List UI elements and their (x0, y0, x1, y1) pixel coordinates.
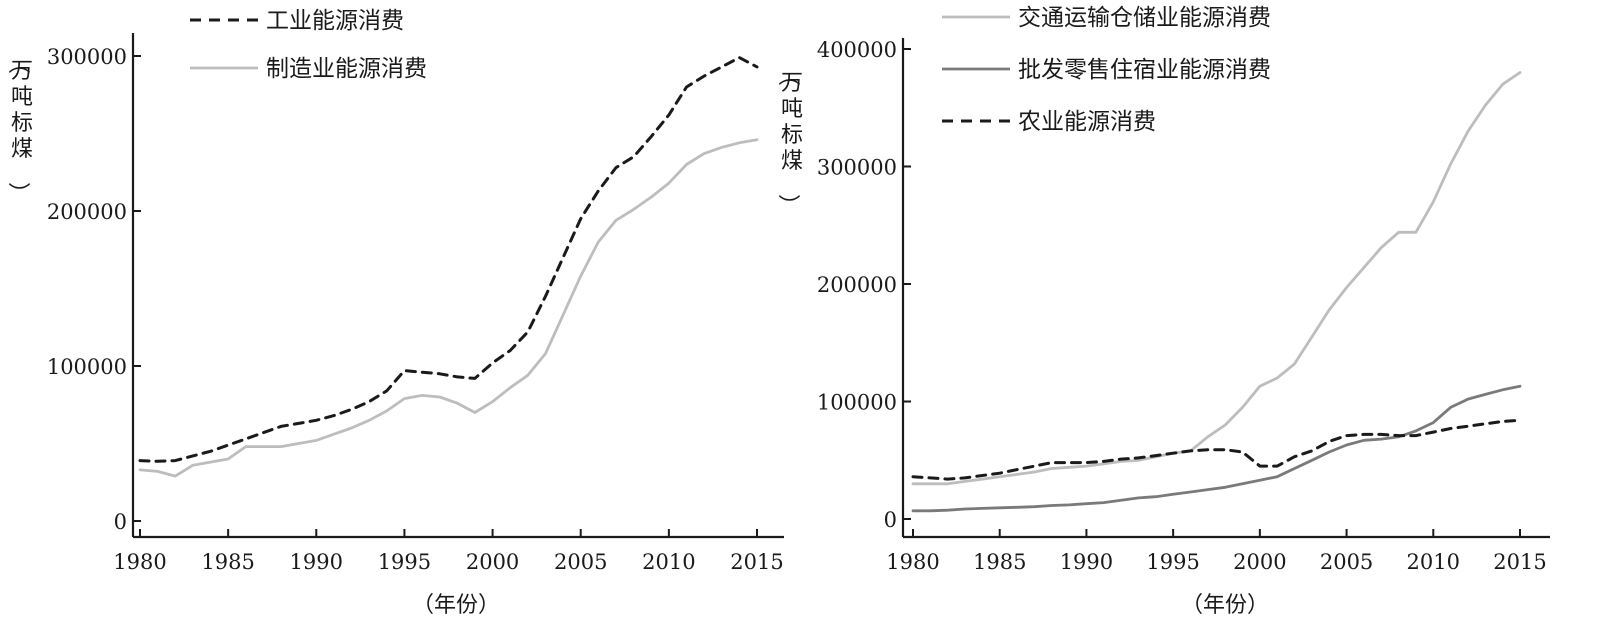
left-y-tick-label: 200000 (47, 200, 127, 224)
left-x-tick-label: 1980 (113, 550, 166, 574)
right-y-tick-label: 300000 (817, 156, 897, 180)
left-x-tick-label: 2005 (554, 550, 607, 574)
unit-label-char: 万 (781, 71, 803, 96)
unit-label-char: 标 (11, 111, 33, 136)
right-series-line-0 (911, 71, 1522, 486)
unit-label-char: （ (5, 52, 30, 74)
left-x-tick-label: 2015 (730, 550, 783, 574)
right-x-tick-label: 2000 (1233, 550, 1286, 574)
right-legend-label-1: 批发零售住宿业能源消费 (1018, 57, 1271, 83)
unit-label-char: ） (775, 194, 800, 216)
left-series-line-0 (138, 56, 759, 463)
unit-label-char: （ (775, 64, 800, 86)
unit-label-char: 吨 (11, 85, 33, 110)
unit-label-char: 吨 (781, 97, 803, 122)
right-x-tick-label: 2005 (1320, 550, 1373, 574)
left-x-tick-label: 2010 (642, 550, 695, 574)
unit-label-char: ） (5, 182, 30, 204)
right-x-tick-label: 1985 (973, 550, 1026, 574)
left-x-tick-label: 2000 (466, 550, 519, 574)
right-chart: 0 100000 200000 300000 400000 1980 1985 1990 199… (775, 5, 1550, 618)
right-x-axis-title: （年份） (1181, 593, 1269, 618)
right-series-line-1 (911, 384, 1522, 513)
left-x-tick-label: 1990 (290, 550, 343, 574)
left-y-unit-label: （万吨标煤 ） (5, 52, 33, 204)
right-legend-label-2: 农业能源消费 (1018, 109, 1156, 135)
right-x-tick-label: 1995 (1146, 550, 1199, 574)
left-x-tick-label: 1995 (378, 550, 431, 574)
unit-label-char: 万 (11, 59, 33, 84)
left-y-tick-label: 0 (114, 510, 127, 534)
left-series-line-1 (138, 138, 759, 478)
right-series-line-2 (911, 418, 1522, 481)
right-y-unit-label: （万吨标煤 ） (775, 64, 803, 216)
right-x-tick-label: 1980 (886, 550, 939, 574)
left-x-axis-title: （年份） (412, 593, 500, 618)
right-y-tick-label: 0 (884, 508, 897, 532)
left-chart: 0 100000 200000 300000 1980 1985 1990 1995 2000 2… (5, 8, 784, 618)
left-y-tick-label: 300000 (47, 45, 127, 69)
right-y-tick-label: 100000 (817, 391, 897, 415)
left-y-tick-label: 100000 (47, 355, 127, 379)
left-legend-label-0: 工业能源消费 (266, 8, 404, 34)
unit-label-char: 煤 (781, 149, 803, 174)
unit-label-char: 煤 (11, 137, 33, 162)
right-y-tick-label: 200000 (817, 273, 897, 297)
right-y-tick-label: 400000 (817, 38, 897, 62)
unit-label-char: 标 (781, 123, 803, 148)
left-legend-label-1: 制造业能源消费 (266, 56, 427, 82)
right-legend-label-0: 交通运输仓储业能源消费 (1018, 5, 1271, 31)
right-x-tick-label: 1990 (1060, 550, 1113, 574)
right-x-tick-label: 2010 (1407, 550, 1460, 574)
right-x-tick-label: 2015 (1493, 550, 1546, 574)
left-x-tick-label: 1985 (201, 550, 254, 574)
